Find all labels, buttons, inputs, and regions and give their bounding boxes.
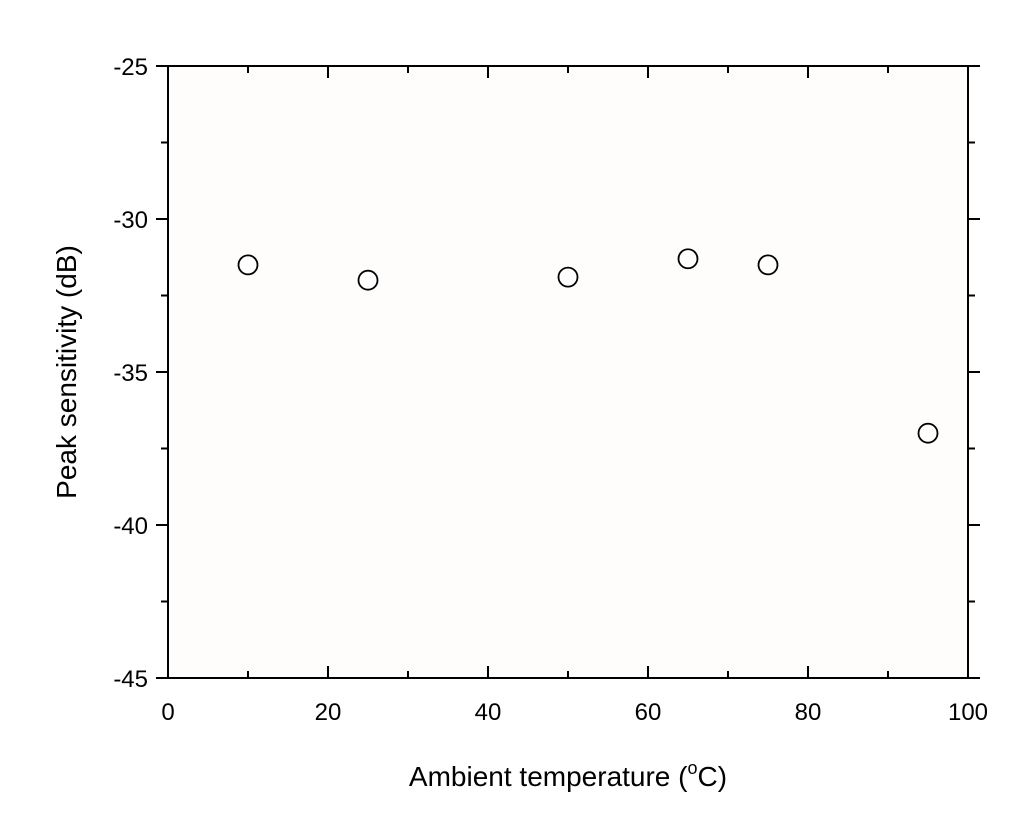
y-tick-label: -30: [113, 207, 148, 234]
axis-ticks: [156, 65, 980, 679]
y-tick-label: -45: [113, 666, 148, 693]
plot-area: [168, 66, 968, 678]
x-axis-title-superscript: o: [688, 758, 698, 778]
x-axis-title-unit: C): [698, 761, 728, 792]
data-point: [757, 254, 779, 276]
x-tick-label: 60: [635, 699, 662, 726]
y-tick-label: -25: [113, 54, 148, 81]
data-point: [237, 254, 259, 276]
tick-labels: 0 20 40 60 80 100 -45 -40 -35 -30 -25: [113, 54, 988, 726]
x-tick-label: 20: [315, 699, 342, 726]
x-axis-title: Ambient temperature (oC): [409, 758, 727, 792]
x-tick-label: 0: [161, 699, 174, 726]
y-tick-label: -40: [113, 513, 148, 540]
data-points: [237, 248, 939, 444]
y-axis-title: Peak sensitivity (dB): [51, 245, 82, 499]
y-tick-label: -35: [113, 360, 148, 387]
x-axis-title-main: Ambient temperature (: [409, 761, 688, 792]
plot-frame: [167, 65, 969, 679]
data-point: [677, 248, 699, 270]
x-tick-label: 40: [475, 699, 502, 726]
data-point: [557, 266, 579, 288]
x-tick-label: 80: [795, 699, 822, 726]
x-tick-label: 100: [948, 699, 988, 726]
data-point: [917, 422, 939, 444]
data-point: [357, 269, 379, 291]
